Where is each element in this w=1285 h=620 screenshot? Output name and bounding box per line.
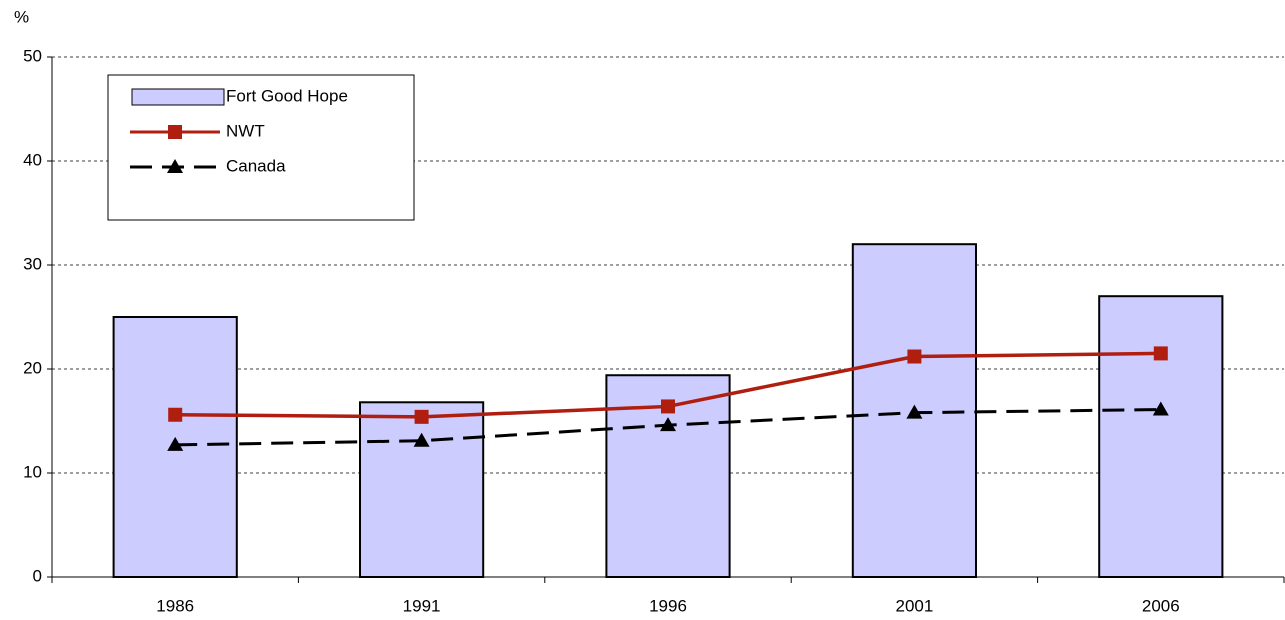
y-tick-label: 0	[33, 566, 42, 585]
y-tick-label: 40	[23, 150, 42, 169]
x-tick-label: 2001	[895, 596, 933, 615]
legend-swatch	[131, 88, 225, 106]
marker	[167, 436, 184, 451]
legend-marker	[168, 125, 182, 139]
legend: Fort Good Hope NWT Canada	[107, 74, 415, 221]
bar	[1098, 295, 1224, 578]
x-tick-label: 1996	[649, 596, 687, 615]
marker	[1152, 401, 1169, 416]
y-axis-label: %	[14, 7, 29, 26]
y-tick-label: 20	[23, 358, 42, 377]
x-tick-label: 2006	[1142, 596, 1180, 615]
y-tick-label: 30	[23, 254, 42, 273]
y-tick-label: 50	[23, 46, 42, 65]
marker	[414, 409, 429, 424]
marker	[660, 417, 676, 432]
legend-label: NWT	[226, 121, 265, 140]
x-tick-label: 1991	[403, 596, 441, 615]
marker	[413, 432, 430, 447]
marker	[661, 399, 675, 414]
marker	[906, 404, 923, 419]
marker	[168, 407, 183, 422]
x-tick-label: 1986	[156, 596, 194, 615]
legend-marker	[167, 159, 183, 173]
y-tick-label: 10	[23, 462, 42, 481]
marker	[907, 349, 922, 364]
legend-label: Fort Good Hope	[226, 86, 348, 105]
bar	[359, 401, 485, 578]
marker	[1153, 346, 1168, 361]
legend-label: Canada	[226, 156, 286, 175]
